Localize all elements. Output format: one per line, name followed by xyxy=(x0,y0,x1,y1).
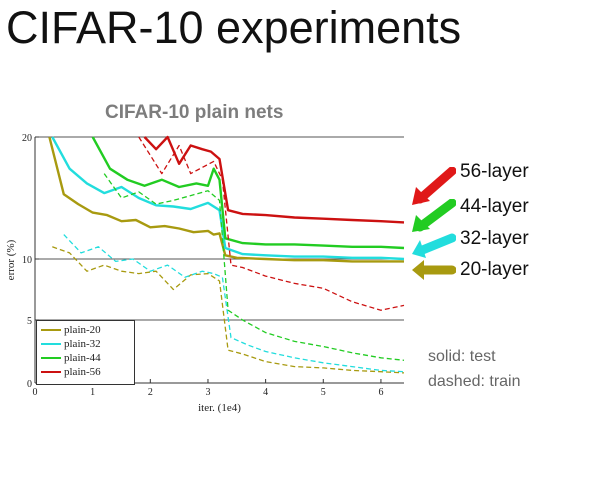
callout-32-layer: 32-layer xyxy=(460,228,529,249)
dashed-line-note: dashed: train xyxy=(428,373,521,390)
series-plain-56-solid xyxy=(143,135,405,224)
legend-label: plain-20 xyxy=(64,324,101,336)
x-tick-label: 4 xyxy=(263,387,268,398)
series-plain-44-solid xyxy=(91,136,405,250)
olive-arrow-icon xyxy=(412,260,456,280)
legend-item-plain-44: plain-44 xyxy=(39,351,131,365)
y-tick-label: 5 xyxy=(27,316,32,327)
legend: plain-20 plain-32 plain-44 plain-56 xyxy=(36,320,135,385)
x-tick-label: 0 xyxy=(33,387,38,398)
series-lines xyxy=(48,135,405,374)
x-tick-label: 2 xyxy=(148,387,153,398)
legend-swatch xyxy=(41,357,61,359)
green-arrow-icon xyxy=(412,199,456,232)
y-tick-label: 0 xyxy=(27,379,32,390)
y-tick-label: 20 xyxy=(22,133,32,144)
series-plain-32-dashed xyxy=(63,234,405,373)
callout-20-layer: 20-layer xyxy=(460,259,529,280)
series-plain-20-dashed xyxy=(52,246,405,374)
solid-line-note: solid: test xyxy=(428,348,496,365)
x-tick-label: 6 xyxy=(378,387,383,398)
legend-item-plain-32: plain-32 xyxy=(39,337,131,351)
legend-label: plain-32 xyxy=(64,338,101,350)
x-tick-label: 1 xyxy=(90,387,95,398)
slide-title: CIFAR-10 experiments xyxy=(6,2,462,53)
legend-label: plain-44 xyxy=(64,352,101,364)
x-tick-label: 3 xyxy=(205,387,210,398)
red-arrow-icon xyxy=(412,167,456,205)
cyan-arrow-icon xyxy=(412,233,456,258)
chart-title: CIFAR-10 plain nets xyxy=(105,102,284,123)
callout-56-layer: 56-layer xyxy=(460,161,529,182)
series-plain-44-dashed xyxy=(103,173,405,361)
legend-label: plain-56 xyxy=(64,366,101,378)
legend-swatch xyxy=(41,371,61,373)
series-plain-20-solid xyxy=(48,136,404,263)
legend-item-plain-56: plain-56 xyxy=(39,365,131,379)
y-axis-label: error (%) xyxy=(5,239,17,280)
legend-swatch xyxy=(41,343,61,345)
legend-swatch xyxy=(41,329,61,331)
y-tick-label: 10 xyxy=(22,255,32,266)
series-plain-32-solid xyxy=(51,136,405,261)
series-plain-56-dashed xyxy=(138,136,405,311)
legend-item-plain-20: plain-20 xyxy=(39,323,131,337)
x-axis-label: iter. (1e4) xyxy=(198,402,241,414)
callout-44-layer: 44-layer xyxy=(460,196,529,217)
x-tick-label: 5 xyxy=(321,387,326,398)
